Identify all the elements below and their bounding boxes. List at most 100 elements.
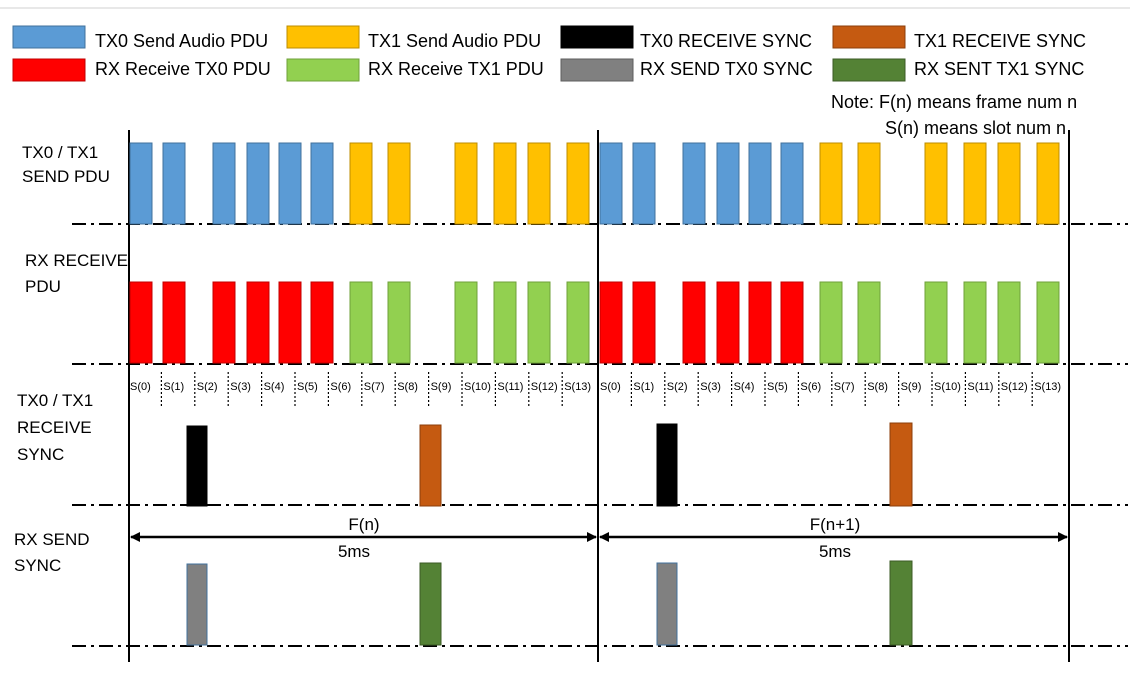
slot-label: S(4) bbox=[734, 381, 755, 393]
rx-receive-tx1-pdu-bar bbox=[997, 281, 1021, 364]
legend-item-rx-sent-tx1-sync: RX SENT TX1 SYNC bbox=[832, 58, 1084, 82]
tx1-send-pdu-bar bbox=[349, 142, 373, 225]
legend-swatch bbox=[286, 58, 360, 82]
rx-receive-tx1-pdu-bar bbox=[387, 281, 411, 364]
tx0-send-pdu-bar bbox=[716, 142, 740, 225]
row-label-receive-sync-3: SYNC bbox=[17, 445, 64, 464]
rx-receive-tx0-pdu-bar bbox=[682, 281, 706, 364]
rx-receive-tx1-pdu-bar bbox=[857, 281, 881, 364]
row-label-send-pdu-2: SEND PDU bbox=[22, 167, 110, 186]
slot-label: S(10) bbox=[934, 381, 961, 393]
tx1-receive-sync-bar-frame-1 bbox=[889, 422, 913, 507]
tx0-send-pdu-bar bbox=[129, 142, 153, 225]
slot-label: S(8) bbox=[397, 381, 418, 393]
slot-label: S(0) bbox=[130, 381, 151, 393]
slot-label: S(11) bbox=[497, 381, 523, 393]
slot-label: S(13) bbox=[1034, 381, 1061, 393]
rx-receive-tx0-pdu-bar bbox=[716, 281, 740, 364]
legend-label: TX1 Send Audio PDU bbox=[368, 31, 541, 51]
rx-receive-tx0-pdu-bar bbox=[632, 281, 656, 364]
tx1-receive-sync-bar-frame-0 bbox=[419, 424, 442, 507]
slot-label: S(5) bbox=[767, 381, 788, 393]
rx-sent-tx1-sync-bar-frame-0 bbox=[419, 562, 442, 646]
slot-label: S(12) bbox=[531, 381, 558, 393]
slot-label: S(7) bbox=[834, 381, 855, 393]
send-pdu-bars bbox=[129, 142, 1060, 225]
tx0-send-pdu-bar bbox=[310, 142, 334, 225]
tx0-send-pdu-bar bbox=[682, 142, 706, 225]
row-label-receive-pdu-1: RX RECEIVE bbox=[25, 251, 128, 270]
slot-label: S(7) bbox=[364, 381, 385, 393]
rx-receive-tx0-pdu-bar bbox=[246, 281, 270, 364]
rx-receive-tx0-pdu-bar bbox=[310, 281, 334, 364]
rx-receive-tx0-pdu-bar bbox=[599, 281, 623, 364]
legend-swatch bbox=[832, 25, 906, 49]
row-label-receive-sync-1: TX0 / TX1 bbox=[17, 391, 93, 410]
tx1-send-pdu-bar bbox=[819, 142, 843, 225]
slot-label: S(9) bbox=[901, 381, 922, 393]
tx1-send-pdu-bar bbox=[1036, 142, 1060, 225]
legend-label: TX0 Send Audio PDU bbox=[95, 31, 268, 51]
tx0-send-pdu-bar bbox=[780, 142, 804, 225]
rx-receive-tx1-pdu-bar bbox=[1036, 281, 1060, 364]
note-line-1: Note: F(n) means frame num n bbox=[831, 92, 1077, 112]
slot-label: S(10) bbox=[464, 381, 491, 393]
legend-item-rx-send-tx0-sync: RX SEND TX0 SYNC bbox=[560, 58, 813, 82]
rx-receive-tx0-pdu-bar bbox=[162, 281, 186, 364]
slot-label: S(3) bbox=[700, 381, 721, 393]
slot-label: S(1) bbox=[633, 381, 654, 393]
rx-receive-tx0-pdu-bar bbox=[212, 281, 236, 364]
tx0-send-pdu-bar bbox=[162, 142, 186, 225]
send-sync-bars bbox=[186, 560, 913, 646]
tx0-send-pdu-bar bbox=[278, 142, 302, 225]
tx0-send-pdu-bar bbox=[599, 142, 623, 225]
frame-duration-n-plus-1: 5ms bbox=[819, 542, 851, 561]
slot-label: S(3) bbox=[230, 381, 251, 393]
rx-receive-tx0-pdu-bar bbox=[780, 281, 804, 364]
tx1-send-pdu-bar bbox=[493, 142, 517, 225]
slot-label: S(12) bbox=[1001, 381, 1028, 393]
legend-item-tx1-receive-sync: TX1 RECEIVE SYNC bbox=[832, 25, 1086, 51]
legend-label: TX0 RECEIVE SYNC bbox=[640, 31, 812, 51]
rx-receive-tx1-pdu-bar bbox=[963, 281, 987, 364]
tx1-send-pdu-bar bbox=[527, 142, 551, 225]
slot-label: S(8) bbox=[867, 381, 888, 393]
legend-swatch bbox=[832, 58, 906, 82]
legend-label: TX1 RECEIVE SYNC bbox=[914, 31, 1086, 51]
tx1-send-pdu-bar bbox=[387, 142, 411, 225]
frame-label-n-plus-1: F(n+1) bbox=[810, 515, 861, 534]
tx0-receive-sync-bar-frame-0 bbox=[186, 425, 208, 507]
tx1-send-pdu-bar bbox=[997, 142, 1021, 225]
row-label-send-sync-1: RX SEND bbox=[14, 530, 90, 549]
rx-sent-tx1-sync-bar-frame-1 bbox=[889, 560, 913, 646]
frame-label-n: F(n) bbox=[348, 515, 379, 534]
slot-label: S(0) bbox=[600, 381, 621, 393]
frame-duration-n: 5ms bbox=[338, 542, 370, 561]
tx0-receive-sync-bar-frame-1 bbox=[656, 423, 678, 507]
legend-swatch bbox=[560, 58, 634, 82]
legend-item-rx-receive-tx0: RX Receive TX0 PDU bbox=[12, 58, 271, 82]
legend-item-tx0-send: TX0 Send Audio PDU bbox=[12, 25, 268, 51]
tx1-send-pdu-bar bbox=[454, 142, 478, 225]
slot-label: S(4) bbox=[264, 381, 285, 393]
tx1-send-pdu-bar bbox=[963, 142, 987, 225]
legend-swatch bbox=[12, 58, 86, 82]
note-line-2: S(n) means slot num n bbox=[885, 118, 1066, 138]
rx-send-tx0-sync-bar-frame-0 bbox=[186, 563, 208, 646]
slot-label: S(11) bbox=[967, 381, 993, 393]
rx-send-tx0-sync-bar-frame-1 bbox=[656, 562, 678, 646]
row-label-send-pdu-1: TX0 / TX1 bbox=[22, 143, 98, 162]
frame-arrows: F(n) 5ms F(n+1) 5ms bbox=[130, 515, 1068, 561]
frame-boundaries bbox=[128, 130, 1070, 662]
rx-receive-tx1-pdu-bar bbox=[819, 281, 843, 364]
rx-receive-tx0-pdu-bar bbox=[129, 281, 153, 364]
legend-swatch bbox=[286, 25, 360, 49]
rx-receive-tx0-pdu-bar bbox=[748, 281, 772, 364]
rx-receive-tx1-pdu-bar bbox=[493, 281, 517, 364]
slot-label: S(9) bbox=[431, 381, 452, 393]
rx-receive-tx1-pdu-bar bbox=[566, 281, 590, 364]
tx0-send-pdu-bar bbox=[212, 142, 236, 225]
slot-dividers bbox=[160, 372, 1033, 406]
tx0-send-pdu-bar bbox=[632, 142, 656, 225]
